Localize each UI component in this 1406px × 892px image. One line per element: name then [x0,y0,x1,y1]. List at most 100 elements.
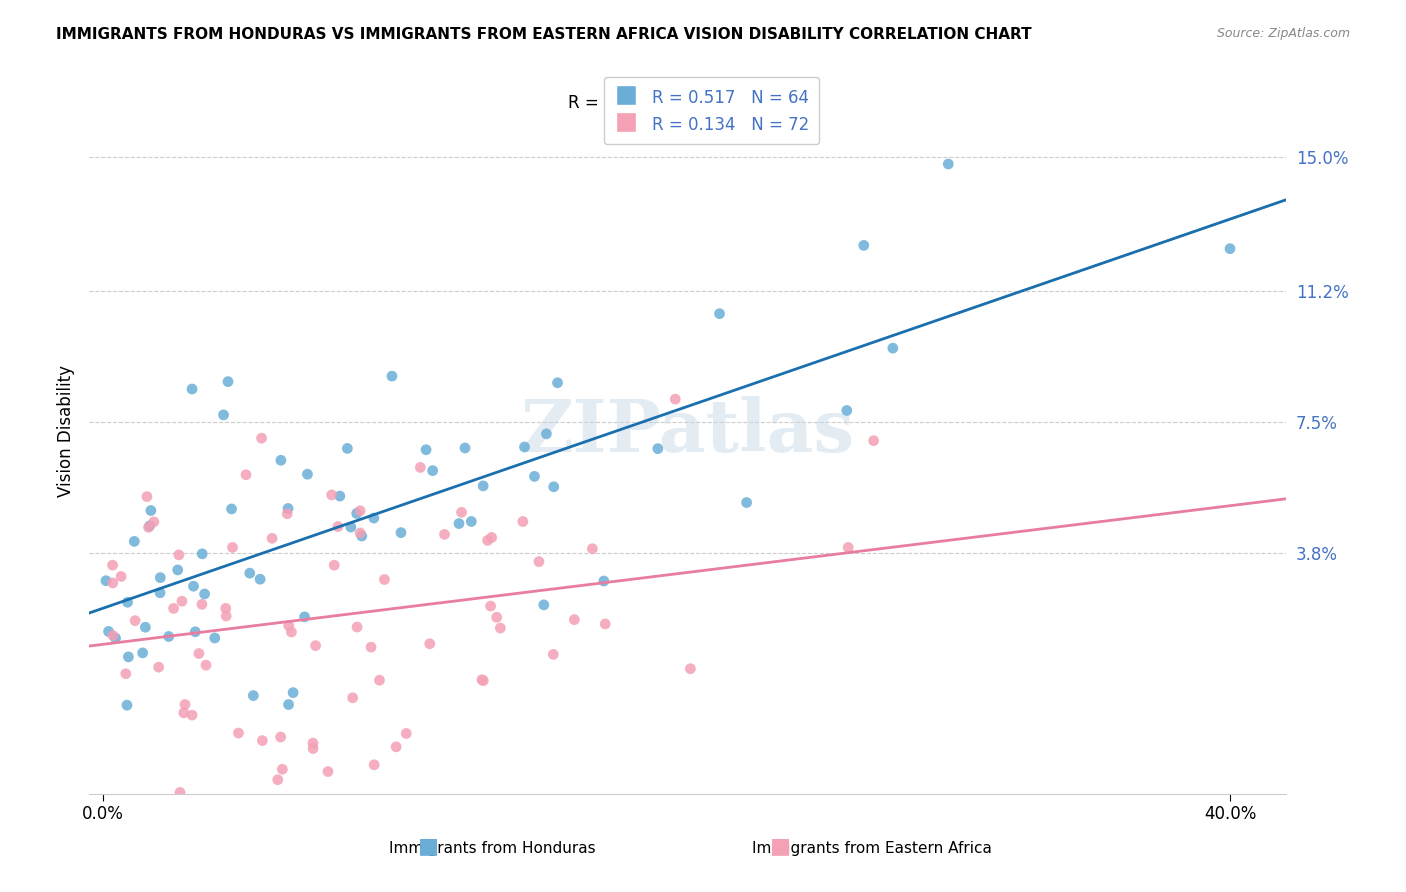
Point [363,757,385,772]
Point [395,726,418,740]
Point [181,382,204,396]
Point [564,613,586,627]
Point [194,587,217,601]
Point [336,442,359,456]
Point [114,666,136,681]
Point [217,375,239,389]
Point [173,706,195,720]
Point [533,598,555,612]
Point [262,531,284,545]
Point [385,739,408,754]
Point [304,639,326,653]
Text: Source: ZipAtlas.com: Source: ZipAtlas.com [1216,27,1350,40]
Point [471,673,494,687]
Point [195,658,218,673]
Point [527,555,550,569]
Point [381,369,404,384]
Point [454,441,477,455]
Point [270,730,292,744]
Point [513,440,536,454]
Point [242,689,264,703]
Point [169,785,191,799]
Point [419,637,441,651]
Point [252,733,274,747]
Point [167,548,190,562]
Point [1219,242,1241,256]
Point [349,504,371,518]
Point [170,594,193,608]
Point [221,502,243,516]
Point [321,488,343,502]
Point [191,547,214,561]
Point [149,571,172,585]
Point [340,520,363,534]
Point [157,630,180,644]
Point [479,599,502,613]
Point [349,526,371,541]
Point [270,453,292,467]
Point [277,698,299,712]
Point [249,572,271,586]
Point [131,646,153,660]
Point [346,620,368,634]
Point [271,762,294,776]
Point [239,566,262,581]
Point [235,467,257,482]
Point [489,621,512,635]
Point [228,726,250,740]
Point [297,467,319,482]
Point [94,574,117,588]
Point [215,609,238,624]
Point [124,534,146,549]
Point [162,601,184,615]
Point [139,503,162,517]
Point [447,516,470,531]
Point [350,529,373,543]
Point [415,442,437,457]
Point [302,741,325,756]
Point [512,515,534,529]
Point [477,533,499,548]
Point [342,690,364,705]
Point [664,392,686,406]
Point [837,541,859,555]
Point [138,519,160,533]
Point [117,649,139,664]
Point [709,307,731,321]
Point [536,426,558,441]
Point [472,673,495,688]
Point [267,772,290,787]
Point [149,586,172,600]
Point [101,576,124,591]
Point [433,527,456,541]
Point [117,595,139,609]
Point [281,685,304,699]
Point [679,662,702,676]
Point [409,460,432,475]
Point [184,624,207,639]
Point [329,489,352,503]
Point [485,610,508,624]
Point [523,469,546,483]
Point [835,403,858,417]
Point [104,631,127,645]
Point [134,620,156,634]
Point [368,673,391,688]
Point [936,157,959,171]
Text: IMMIGRANTS FROM HONDURAS VS IMMIGRANTS FROM EASTERN AFRICA VISION DISABILITY COR: IMMIGRANTS FROM HONDURAS VS IMMIGRANTS F… [56,27,1032,42]
Point [221,541,243,555]
Text: Immigrants from Eastern Africa: Immigrants from Eastern Africa [752,841,991,856]
Point [373,573,395,587]
Point [187,647,209,661]
Point [450,505,472,519]
Point [101,628,124,642]
Point [215,601,238,615]
Point [302,736,325,750]
Point [280,625,302,640]
Point [294,610,316,624]
Point [593,616,616,631]
Point [110,569,132,583]
Point [181,708,204,723]
Point [592,574,614,588]
Point [882,341,904,355]
